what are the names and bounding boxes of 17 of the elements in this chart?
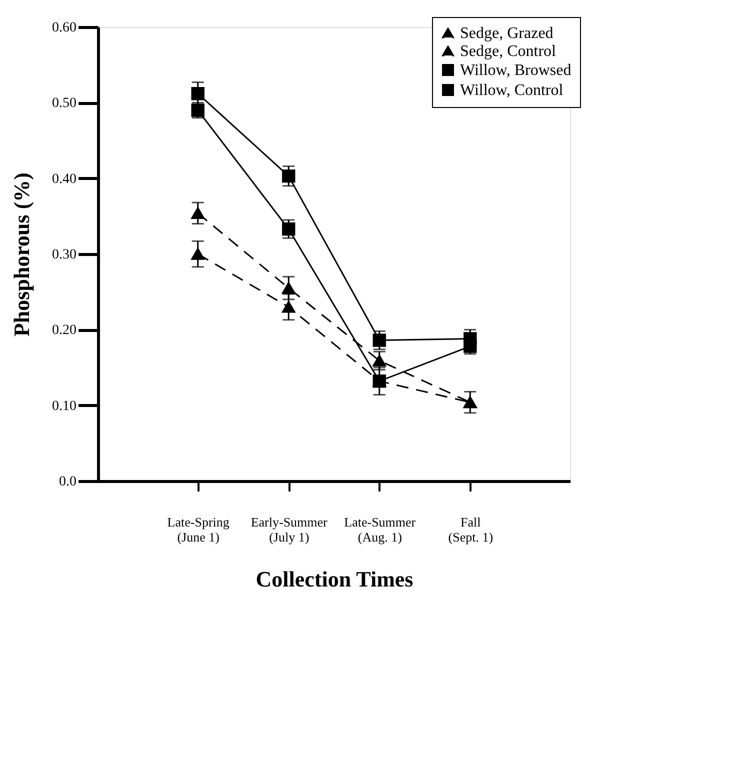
x-tick-label: Late-Spring (June 1): [167, 514, 230, 544]
y-tick-label: 0.40: [52, 172, 76, 187]
x-tick-label: Early-Summer (July 1): [250, 514, 328, 544]
y-tick-label: 0.10: [52, 398, 76, 414]
y-tick-label: 0.30: [52, 248, 76, 262]
y-tick-label: 0.60: [52, 20, 76, 36]
y-tick-label: 0.0: [59, 474, 76, 490]
y-tick-label: 0.20: [52, 323, 76, 338]
legend-label: Sedge, Grazed: [460, 25, 554, 42]
x-tick-label: Fall (Sept. 1): [448, 514, 494, 544]
x-tick-label: Late-Summer (Aug. 1): [344, 514, 416, 544]
legend-label: Willow, Browsed: [460, 62, 572, 79]
legend-label: Willow, Control: [460, 82, 564, 99]
legend-label: Sedge, Control: [460, 43, 557, 60]
y-axis-title: Phosphorous (%): [9, 172, 34, 337]
y-tick-label: 0.50: [52, 96, 76, 112]
x-axis-title: Collection Times: [256, 566, 414, 592]
